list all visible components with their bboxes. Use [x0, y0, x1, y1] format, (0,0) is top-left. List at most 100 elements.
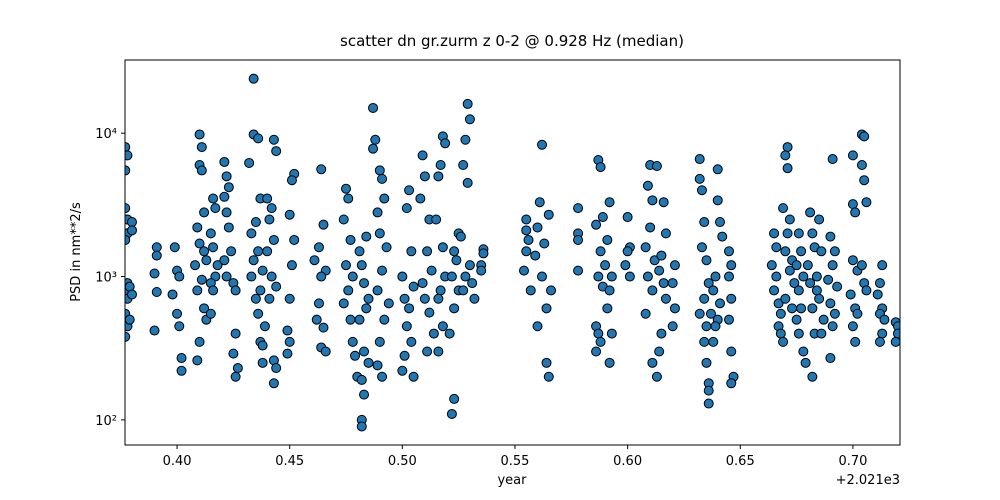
point [521, 225, 532, 236]
point [807, 228, 818, 239]
point [223, 222, 234, 233]
point [347, 336, 358, 347]
point [455, 231, 466, 242]
point [286, 260, 297, 271]
point [856, 159, 867, 170]
point [286, 175, 297, 186]
point [176, 365, 187, 376]
point [595, 246, 606, 257]
point [176, 353, 187, 364]
point [541, 303, 552, 314]
point [861, 285, 872, 296]
point [669, 303, 680, 314]
point [446, 408, 457, 419]
point [230, 328, 241, 339]
point [543, 371, 554, 382]
point [827, 321, 838, 332]
point [537, 139, 548, 150]
point [717, 231, 728, 242]
point [654, 346, 665, 357]
point [126, 217, 137, 228]
point [449, 303, 460, 314]
point [766, 260, 777, 271]
point [793, 285, 804, 296]
point [726, 346, 737, 357]
point [708, 336, 719, 347]
point [208, 242, 219, 253]
point [701, 321, 712, 332]
point [714, 298, 725, 309]
point [397, 365, 408, 376]
point [620, 260, 631, 271]
point [724, 271, 735, 282]
point [784, 265, 795, 276]
point [705, 308, 716, 319]
point [230, 371, 241, 382]
point [805, 207, 816, 218]
point [807, 371, 818, 382]
point [210, 203, 221, 214]
point [773, 298, 784, 309]
point [724, 314, 735, 325]
point [802, 260, 813, 271]
point [253, 133, 264, 144]
point [462, 177, 473, 188]
point [798, 346, 809, 357]
point [246, 228, 257, 239]
point [469, 293, 480, 304]
point [250, 293, 261, 304]
point [338, 298, 349, 309]
point [433, 346, 444, 357]
point [271, 146, 282, 157]
point [372, 285, 383, 296]
point [658, 278, 669, 289]
point [363, 357, 374, 368]
point [417, 278, 428, 289]
point [208, 193, 219, 204]
point [464, 260, 475, 271]
point [266, 203, 277, 214]
point [699, 336, 710, 347]
point [602, 303, 613, 314]
point [829, 246, 840, 257]
point [647, 285, 658, 296]
point [399, 293, 410, 304]
point [174, 271, 185, 282]
point [350, 350, 361, 361]
point [703, 398, 714, 409]
x-tick-label: 0.65 [726, 454, 755, 469]
point [408, 281, 419, 292]
point [426, 265, 437, 276]
point [712, 164, 723, 175]
point [444, 328, 455, 339]
point [521, 246, 532, 257]
point [622, 212, 633, 223]
point [271, 281, 282, 292]
point [167, 289, 178, 300]
point [262, 246, 273, 257]
point [696, 185, 707, 196]
point [151, 287, 162, 298]
point [372, 207, 383, 218]
point [710, 321, 721, 332]
point [356, 421, 367, 432]
point [771, 242, 782, 253]
point [667, 321, 678, 332]
point [169, 242, 180, 253]
point [591, 219, 602, 230]
point [282, 325, 293, 336]
point [714, 217, 725, 228]
point [645, 222, 656, 233]
point [532, 222, 543, 233]
point [404, 185, 415, 196]
point [537, 271, 548, 282]
point [125, 314, 135, 325]
point [268, 134, 279, 145]
point [264, 214, 275, 225]
point [449, 393, 460, 404]
point [368, 143, 379, 154]
point [782, 142, 793, 153]
point [341, 183, 352, 194]
point [377, 173, 388, 184]
